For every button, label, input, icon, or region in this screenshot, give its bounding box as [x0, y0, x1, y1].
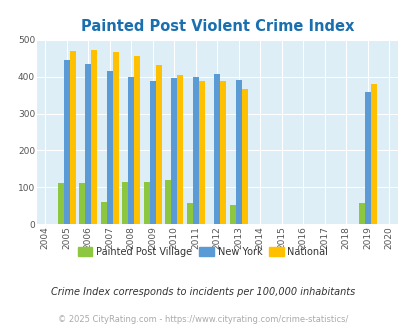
Bar — [134, 56, 140, 224]
Bar — [128, 77, 134, 224]
Bar — [64, 60, 70, 224]
Bar — [155, 65, 161, 224]
Bar — [370, 84, 376, 224]
Bar — [122, 182, 128, 224]
Bar — [229, 205, 235, 224]
Bar — [214, 74, 220, 224]
Bar — [364, 92, 370, 224]
Bar — [358, 203, 364, 224]
Bar — [186, 203, 192, 224]
Bar — [149, 82, 155, 224]
Bar — [177, 75, 183, 224]
Bar — [70, 51, 75, 224]
Bar — [100, 202, 107, 224]
Bar — [107, 71, 113, 224]
Bar — [79, 183, 85, 224]
Bar — [143, 182, 149, 224]
Bar — [113, 52, 118, 224]
Bar — [171, 79, 177, 224]
Legend: Painted Post Village, New York, National: Painted Post Village, New York, National — [74, 243, 331, 261]
Bar — [165, 180, 171, 224]
Title: Painted Post Violent Crime Index: Painted Post Violent Crime Index — [80, 19, 353, 34]
Text: Crime Index corresponds to incidents per 100,000 inhabitants: Crime Index corresponds to incidents per… — [51, 287, 354, 297]
Bar — [235, 80, 241, 224]
Bar — [198, 82, 204, 224]
Bar — [220, 82, 226, 224]
Bar — [85, 64, 91, 224]
Bar — [241, 89, 247, 224]
Bar — [192, 77, 198, 224]
Text: © 2025 CityRating.com - https://www.cityrating.com/crime-statistics/: © 2025 CityRating.com - https://www.city… — [58, 315, 347, 324]
Bar — [58, 183, 64, 224]
Bar — [91, 50, 97, 224]
